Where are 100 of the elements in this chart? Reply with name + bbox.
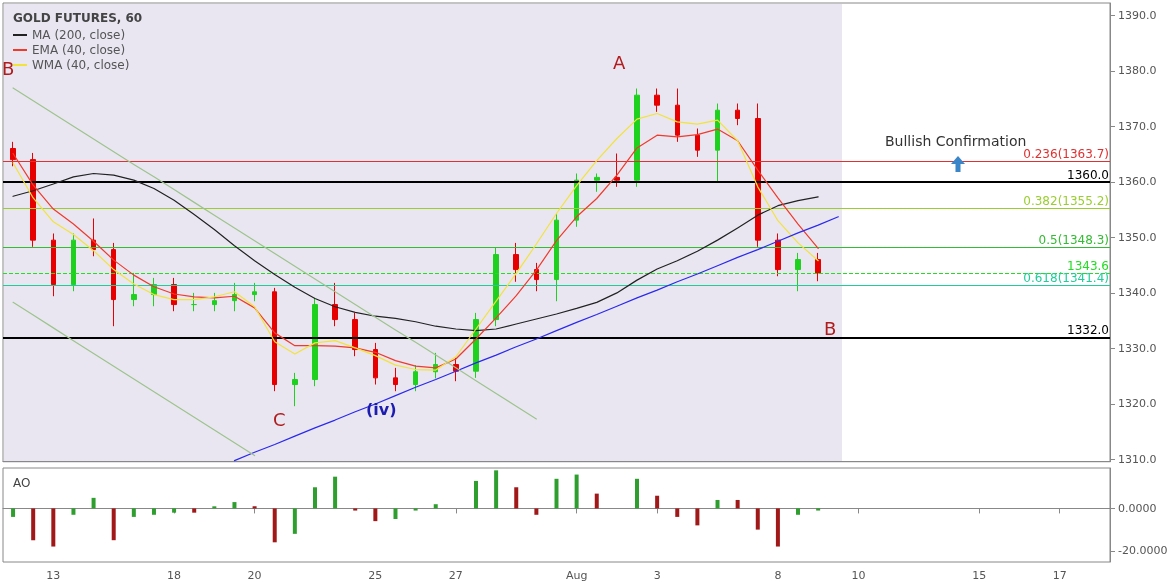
bar: [675, 508, 680, 517]
bar: [272, 508, 277, 543]
bar: [312, 487, 317, 509]
bar: [232, 502, 237, 509]
x-tick-label: 25: [368, 569, 383, 582]
line-series: [12, 172, 819, 332]
bar: [71, 508, 76, 515]
bar: [775, 508, 780, 547]
bar: [635, 478, 640, 509]
bar: [11, 508, 16, 517]
bar: [735, 499, 740, 509]
candlestick: [534, 262, 539, 292]
candlestick: [594, 172, 600, 193]
bar: [91, 497, 96, 509]
bar: [151, 508, 156, 515]
candlestick: [675, 88, 680, 143]
candlestick: [695, 128, 700, 158]
candlestick: [654, 88, 660, 113]
x-tick-label: 13: [46, 569, 61, 582]
ref-line-label: 0.236(1363.7): [1023, 147, 1109, 162]
legend-label: EMA (40, close): [32, 43, 126, 57]
candlestick: [332, 282, 338, 327]
candlestick: [232, 282, 237, 312]
annotation: B: [824, 318, 837, 339]
y-tick-label: 0.0000: [1118, 501, 1157, 515]
y-tick-label: 1340.0: [1118, 286, 1157, 300]
candlestick: [191, 292, 197, 312]
bar: [695, 508, 700, 526]
y-tick-label: 1310.0: [1118, 453, 1157, 466]
candlestick: [755, 103, 761, 248]
x-tick-label: 20: [247, 569, 262, 582]
bar: [755, 508, 760, 530]
candlestick: [252, 282, 257, 302]
bar: [715, 499, 720, 509]
bar: [534, 508, 539, 515]
candlestick: [513, 242, 519, 283]
legend-label: MA (200, close): [32, 28, 126, 42]
text: AO: [13, 476, 31, 490]
line-series: [233, 216, 839, 462]
bar: [292, 508, 297, 534]
y-tick-label: 1320.0: [1118, 397, 1157, 411]
candlestick: [775, 232, 781, 277]
bar: [31, 508, 36, 541]
bar: [393, 508, 398, 520]
candlestick: [634, 88, 640, 188]
legend-label: WMA (40, close): [32, 58, 130, 72]
y-tick-label: 1350.0: [1118, 230, 1157, 244]
candlestick: [272, 287, 277, 392]
bar: [433, 504, 438, 509]
candlestick: [51, 232, 56, 297]
text: GOLD FUTURES, 60: [13, 11, 143, 25]
x-tick-label: 18: [167, 569, 182, 582]
y-tick-label: 1330.0: [1118, 341, 1157, 355]
x-tick-label: Aug: [565, 569, 588, 582]
bar: [554, 478, 559, 509]
bar: [473, 480, 478, 509]
bar: [333, 476, 338, 509]
bar: [494, 470, 499, 509]
x-tick-label: 17: [1052, 569, 1067, 582]
annotation: Bullish Confirmation: [885, 133, 1027, 149]
x-tick-label: 10: [851, 569, 866, 582]
bar: [594, 493, 599, 509]
x-tick-label: 15: [972, 569, 987, 582]
annotation: C: [273, 409, 286, 430]
candlestick: [212, 292, 217, 312]
annotation: A: [613, 52, 626, 73]
ref-line-label: 0.5(1348.3): [1038, 232, 1109, 247]
y-tick-label: 1380.0: [1118, 64, 1157, 78]
bar: [252, 506, 257, 509]
bar: [131, 508, 136, 517]
candlestick: [373, 342, 378, 386]
bar: [373, 508, 378, 522]
bar: [816, 508, 821, 511]
bar: [574, 474, 579, 509]
candlestick: [614, 153, 620, 188]
y-tick-label: 1360.0: [1118, 175, 1157, 189]
bar: [192, 508, 197, 513]
annotation: (iv): [366, 400, 397, 419]
annotation: B: [2, 58, 15, 79]
candlestick: [111, 242, 116, 327]
bar: [796, 508, 801, 515]
bar: [655, 495, 660, 509]
x-tick-label: 8: [774, 569, 782, 582]
candlestick: [413, 364, 418, 392]
x-tick-label: 27: [448, 569, 463, 582]
line-series: [12, 301, 256, 457]
ref-line-label: 1360.0: [1067, 167, 1109, 182]
ref-line-label: 1343.6: [1067, 258, 1109, 273]
candlestick: [815, 252, 821, 282]
candlestick: [735, 103, 740, 126]
y-tick-label: -20.0000: [1118, 544, 1168, 558]
candlestick: [715, 103, 720, 183]
bar: [514, 487, 519, 509]
x-tick-label: 3: [653, 569, 661, 582]
candlestick: [292, 372, 298, 407]
candlestick: [312, 297, 318, 387]
y-tick-label: 1370.0: [1118, 119, 1157, 133]
bar: [212, 506, 217, 509]
y-tick-label: 1390.0: [1118, 8, 1157, 22]
candlestick: [393, 367, 398, 392]
